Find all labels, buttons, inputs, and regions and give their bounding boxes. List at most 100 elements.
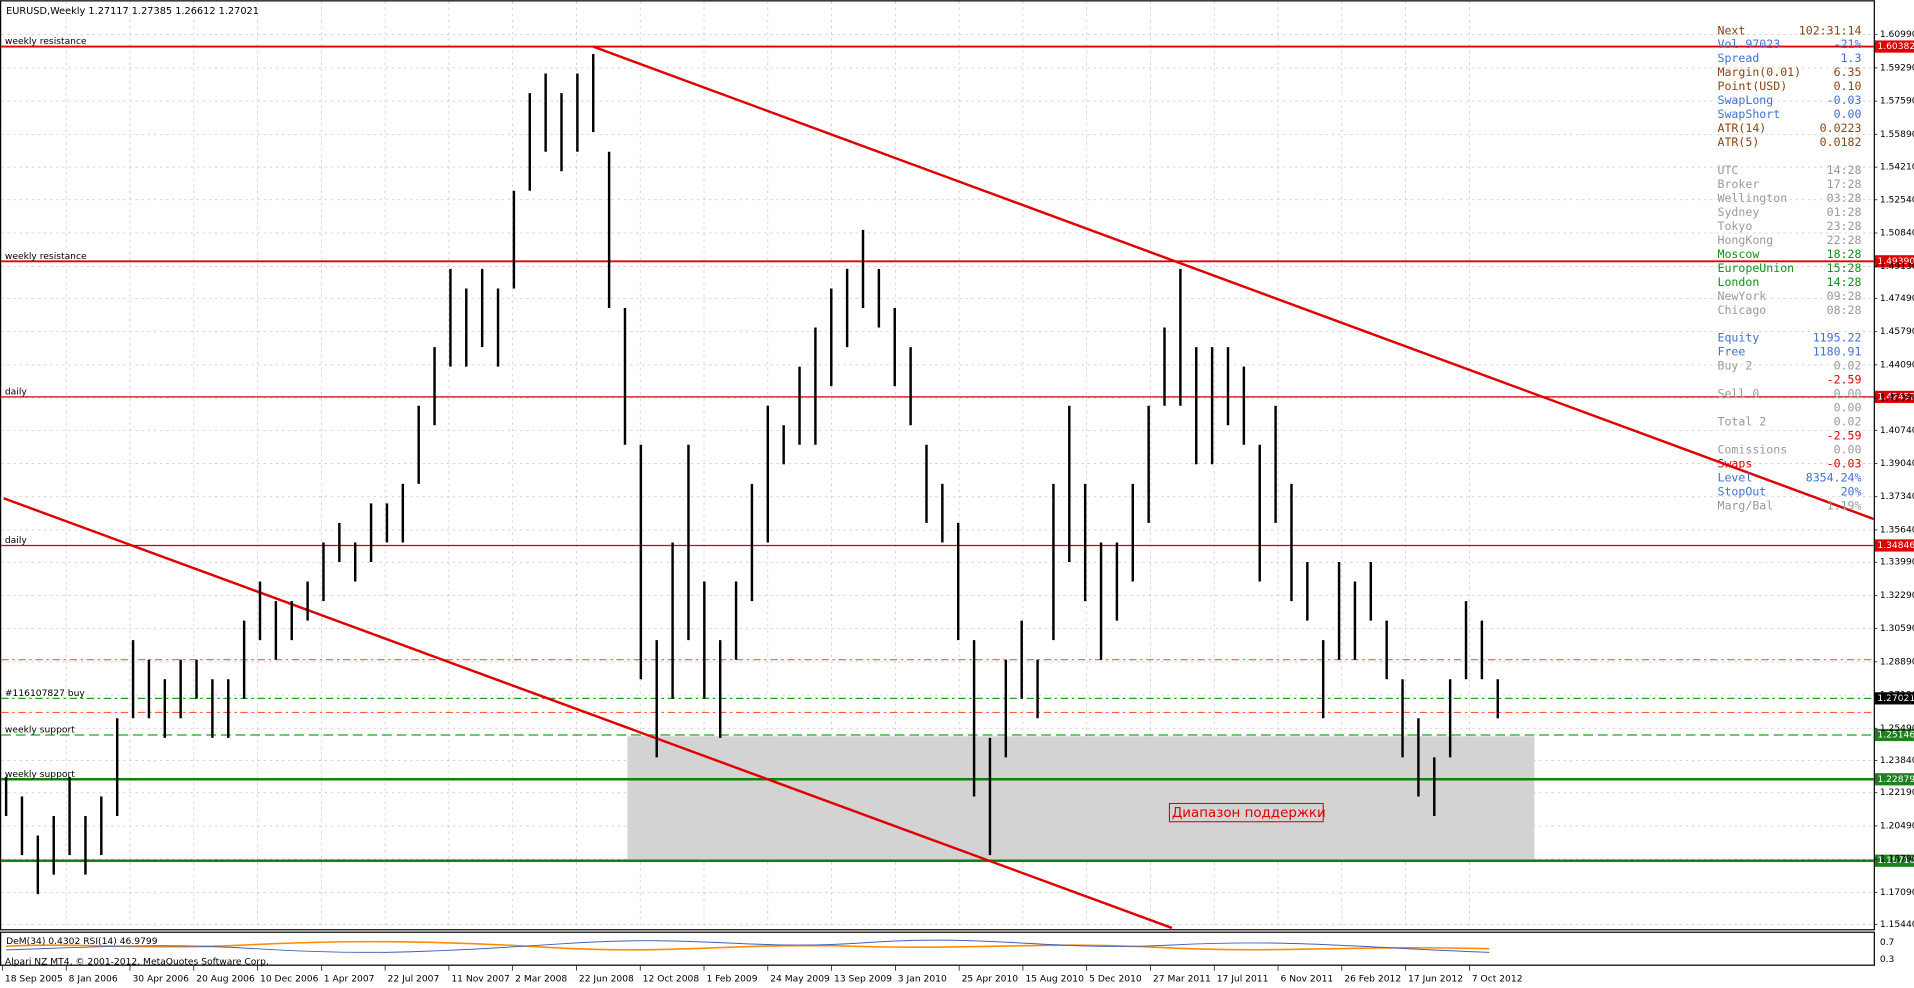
indicator-tick: 0.3 [1880,955,1895,965]
y-tick-label: 1.28890 [1880,657,1914,667]
panel-value: 1180.91 [1813,345,1862,359]
panel-label: Point(USD) [1717,79,1787,93]
panel-value: 1.3 [1841,51,1862,65]
y-tick-label: 1.49130 [1880,262,1914,272]
price-tag [1874,390,1914,403]
y-tick-label: 1.18790 [1880,855,1914,865]
panel-value: 22:28 [1827,233,1862,247]
y-tick-label: 1.39040 [1880,459,1914,469]
y-tick-label: 1.59290 [1880,63,1914,73]
panel-value: 6.35 [1834,65,1862,79]
level-name: weekly resistance [5,37,87,47]
y-tick-label: 1.30590 [1880,624,1914,634]
panel-label: Wellington [1717,191,1787,205]
panel-value: 0.00 [1834,401,1862,415]
panel-value: 0.0223 [1820,121,1862,135]
y-tick-label: 1.44090 [1880,360,1914,370]
x-tick-label: 22 Jun 2008 [579,975,634,985]
panel-value: 15:28 [1827,261,1862,275]
y-tick-label: 1.32290 [1880,591,1914,601]
x-tick-label: 6 Nov 2011 [1280,975,1333,985]
y-tick-label: 1.33990 [1880,558,1914,568]
level-name: daily [5,387,27,397]
x-tick-label: 17 Jun 2012 [1408,975,1463,985]
price-tag-label: 1.25146 [1877,730,1914,740]
x-tick-label: 25 Apr 2010 [962,975,1019,985]
price-tag-label: 1.42452 [1877,392,1914,402]
panel-label: SwapShort [1717,107,1780,121]
y-tick-label: 1.45790 [1880,327,1914,337]
panel-value: 09:28 [1827,289,1862,303]
y-tick-label: 1.27190 [1880,691,1914,701]
x-tick-label: 12 Oct 2008 [643,975,700,985]
price-tag [1874,40,1914,53]
price-tag-label: 1.22879 [1877,775,1914,785]
chart-title: EURUSD,Weekly 1.27117 1.27385 1.26612 1.… [6,6,259,17]
panel-label: ATR(14) [1717,121,1766,135]
panel-label: Margin(0.01) [1717,65,1801,79]
panel-value: 14:28 [1827,163,1862,177]
x-tick-label: 10 Dec 2006 [260,975,319,985]
panel-value: 08:28 [1827,303,1862,317]
panel-value: 0.02 [1834,359,1862,373]
panel-label: Chicago [1717,303,1766,317]
x-tick-label: 11 Nov 2007 [451,975,510,985]
panel-label: Moscow [1717,247,1759,261]
panel-value: 03:28 [1827,191,1862,205]
panel-label: StopOut [1717,484,1766,498]
panel-value: 14:28 [1827,275,1862,289]
panel-value: 1.19% [1827,498,1862,512]
panel-value: 18:28 [1827,247,1862,261]
x-tick-label: 7 Oct 2012 [1472,975,1523,985]
panel-value: 17:28 [1827,177,1862,191]
x-tick-label: 30 Apr 2006 [132,975,189,985]
level-name: weekly support [5,726,75,736]
y-tick-label: 1.50840 [1880,228,1914,238]
price-tag-label: 1.18710 [1877,856,1914,866]
main-frame [0,0,1875,931]
x-tick-label: 13 Sep 2009 [834,975,892,985]
x-tick-label: 2 Mar 2008 [515,975,567,985]
panel-value: -0.03 [1827,93,1862,107]
annotation: Диапазон поддержки [1172,806,1326,821]
panel-value: 0.02 [1834,415,1862,429]
panel-label: Next [1717,23,1745,37]
panel-value: 0.00 [1834,107,1862,121]
panel-label: Broker [1717,177,1759,191]
panel-value: -2.59 [1827,429,1862,443]
indicator-frame [0,931,1875,966]
panel-label: UTC [1717,163,1738,177]
panel-value: -0.03 [1827,457,1862,471]
panel-label: Sydney [1717,205,1759,219]
price-tag [1874,692,1914,705]
x-tick-label: 15 Aug 2010 [1025,975,1084,985]
level-name: #116107827 buy [5,689,85,699]
panel-label: Total 2 [1717,415,1766,429]
price-tag-label: 1.60382 [1877,42,1914,52]
panel-value: 23:28 [1827,219,1862,233]
levels: weekly resistance 1.60382 weekly resistanc… [1,37,1914,867]
panel-label: Buy 2 [1717,359,1752,373]
y-tick-label: 1.37340 [1880,492,1914,502]
y-tick-label: 1.17090 [1880,888,1914,898]
panel-value: 102:31:14 [1799,23,1862,37]
panel-value: 01:28 [1827,205,1862,219]
rsi-line [6,940,1490,951]
x-tick-label: 5 Dec 2010 [1089,975,1142,985]
x-tick-label: 8 Jan 2006 [69,975,118,985]
panel-value: 0.00 [1834,443,1862,457]
price-tag [1874,773,1914,786]
x-tick-label: 3 Jan 2010 [898,975,947,985]
trend-line [3,497,1173,930]
price-tag [1874,539,1914,552]
panel-label: Swaps [1717,457,1752,471]
price-tag [1874,728,1914,742]
panel-label: Marg/Bal [1717,498,1773,512]
price-tag-label: 1.27021 [1877,694,1914,704]
y-tick-label: 1.40740 [1880,426,1914,436]
y-tick-label: 1.52540 [1880,195,1914,205]
panel-value: -21% [1834,37,1862,51]
dem-line [6,939,1490,953]
